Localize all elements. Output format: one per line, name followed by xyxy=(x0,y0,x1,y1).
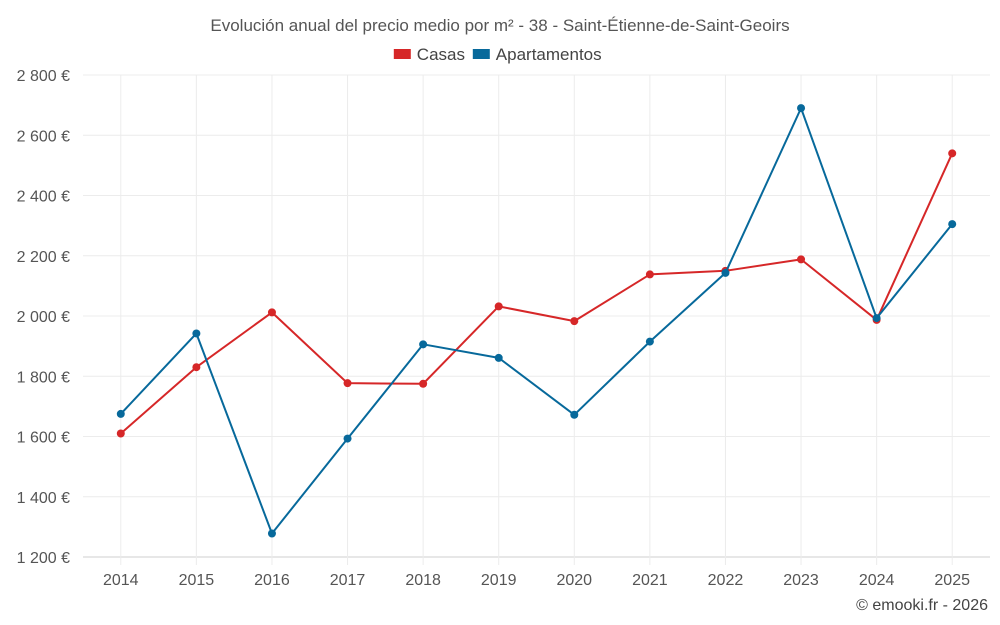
x-tick-label: 2016 xyxy=(254,572,290,589)
x-axis: 2014 2015 2016 2017 2018 2019 2020 2021 2022 2023… xyxy=(103,572,970,589)
x-tick-label: 2022 xyxy=(708,572,744,589)
legend-swatch xyxy=(472,49,490,59)
data-point-casas[interactable] xyxy=(948,149,957,158)
data-point-casas[interactable] xyxy=(797,255,806,264)
series-line-apartamentos xyxy=(120,107,953,535)
data-point-apartamentos[interactable] xyxy=(872,314,881,323)
data-point-casas[interactable] xyxy=(116,429,125,438)
data-point-casas[interactable] xyxy=(570,317,579,326)
x-tick-label: 2018 xyxy=(405,572,441,589)
chart-title: Evolución anual del precio medio por m² … xyxy=(210,16,789,35)
x-tick-label: 2017 xyxy=(330,572,366,589)
data-point-apartamentos[interactable] xyxy=(494,353,503,362)
data-point-apartamentos[interactable] xyxy=(116,409,125,418)
y-tick-label: 1 600 € xyxy=(17,430,70,447)
grid xyxy=(83,74,990,565)
x-tick-label: 2021 xyxy=(632,572,668,589)
data-point-apartamentos[interactable] xyxy=(267,529,276,538)
y-tick-label: 2 800 € xyxy=(17,68,70,85)
data-point-apartamentos[interactable] xyxy=(343,434,352,443)
legend-label: Casas xyxy=(417,45,465,64)
y-tick-label: 1 400 € xyxy=(17,490,70,507)
data-point-casas[interactable] xyxy=(419,379,428,388)
y-tick-label: 2 000 € xyxy=(17,309,70,326)
y-axis: 1 200 € 1 400 € 1 600 € 1 800 € 2 000 € 2 200… xyxy=(17,68,70,567)
x-tick-label: 2019 xyxy=(481,572,517,589)
y-tick-label: 1 800 € xyxy=(17,369,70,386)
y-tick-label: 2 400 € xyxy=(17,189,70,206)
data-point-casas[interactable] xyxy=(192,363,201,372)
x-tick-label: 2025 xyxy=(934,572,970,589)
data-point-apartamentos[interactable] xyxy=(721,268,730,277)
legend-item-apartamentos[interactable]: Apartamentos xyxy=(472,45,602,64)
series-group xyxy=(116,104,957,538)
data-point-apartamentos[interactable] xyxy=(948,220,957,229)
data-point-casas[interactable] xyxy=(343,379,352,388)
data-point-apartamentos[interactable] xyxy=(797,104,806,113)
x-tick-label: 2015 xyxy=(179,572,215,589)
y-tick-label: 2 200 € xyxy=(17,249,70,266)
series-line-casas xyxy=(120,152,954,435)
legend-item-casas[interactable]: Casas xyxy=(393,45,465,64)
data-point-casas[interactable] xyxy=(267,308,276,317)
legend-label: Apartamentos xyxy=(496,45,602,64)
y-tick-label: 1 200 € xyxy=(17,550,70,567)
x-tick-label: 2024 xyxy=(859,572,895,589)
legend[interactable]: Casas Apartamentos xyxy=(393,45,602,64)
y-tick-label: 2 600 € xyxy=(17,128,70,145)
credit-text: © emooki.fr - 2026 xyxy=(856,597,988,614)
data-point-apartamentos[interactable] xyxy=(192,329,201,338)
data-point-apartamentos[interactable] xyxy=(645,337,654,346)
legend-swatch xyxy=(393,49,411,59)
data-point-apartamentos[interactable] xyxy=(570,410,579,419)
x-tick-label: 2023 xyxy=(783,572,819,589)
x-tick-label: 2014 xyxy=(103,572,139,589)
x-tick-label: 2020 xyxy=(556,572,592,589)
data-point-casas[interactable] xyxy=(494,302,503,311)
data-point-apartamentos[interactable] xyxy=(419,340,428,349)
data-point-casas[interactable] xyxy=(645,270,654,279)
